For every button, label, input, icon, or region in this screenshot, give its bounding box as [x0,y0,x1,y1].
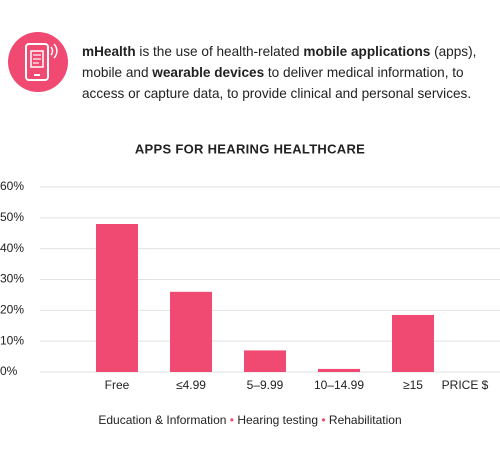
bold-text: wearable devices [152,65,265,80]
y-tick-label: 20% [0,303,24,317]
x-tick-label: Free [105,378,130,392]
x-tick-label: 10–14.99 [314,378,364,392]
x-axis-label: PRICE $ [442,378,489,392]
y-tick-label: 30% [0,272,24,286]
bar [170,291,212,372]
bar [96,224,138,372]
separator: • [226,413,237,427]
x-tick-label: 5–9.99 [247,378,284,392]
mhealth-icon [8,32,68,92]
separator: • [318,413,329,427]
footnote-item: Rehabilitation [329,413,402,427]
intro-text: mHealth is the use of health-related mob… [82,41,496,104]
text: is the use of health-related [135,44,304,59]
bar [318,368,360,372]
chart-title: APPS FOR HEARING HEALTHCARE [135,141,365,156]
y-tick-label: 60% [0,179,24,193]
bold-text: mHealth [82,44,136,59]
y-tick-label: 10% [0,333,24,347]
footnote-item: Education & Information [98,413,226,427]
bar [244,350,286,372]
x-tick-label: ≤4.99 [176,378,206,392]
y-tick-label: 50% [0,210,24,224]
text: (apps), mobile and [82,44,477,80]
footnote: Education & Information • Hearing testin… [98,413,401,427]
y-tick-label: 40% [0,241,24,255]
y-tick-label: 0% [0,364,18,378]
footnote-item: Hearing testing [237,413,318,427]
bar [392,314,434,372]
bold-text: mobile applications [303,44,431,59]
x-tick-label: ≥15 [403,378,423,392]
text: to deliver medical information, to acces… [82,65,472,101]
